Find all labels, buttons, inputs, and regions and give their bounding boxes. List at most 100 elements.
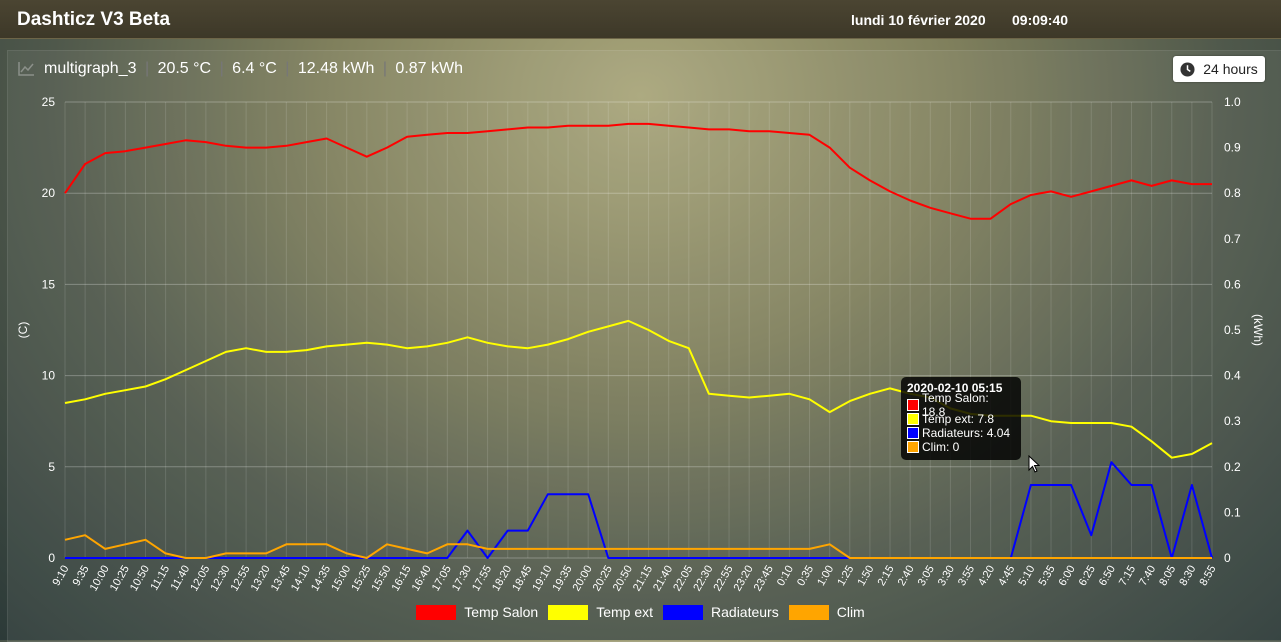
x-tick-label: 2:40 [896,564,917,589]
x-tick-label: 22:05 [671,564,695,594]
x-tick-label: 15:00 [329,564,353,594]
x-tick-label: 17:55 [470,564,494,594]
y-left-axis-label: (C) [16,322,30,339]
y-right-tick-label: 0.8 [1224,186,1241,200]
x-tick-label: 17:30 [450,564,474,594]
x-tick-label: 10:00 [88,564,112,594]
legend-item[interactable]: Temp ext [548,604,653,620]
chart-tooltip: 2020-02-10 05:15 Temp Salon: 18.8 Temp e… [901,377,1021,460]
legend-label: Radiateurs [711,604,779,620]
x-tick-label: 5:10 [1016,564,1037,589]
y-right-tick-label: 0 [1224,551,1231,565]
x-tick-label: 2:15 [876,564,897,589]
x-tick-label: 21:15 [631,564,655,594]
legend-item[interactable]: Radiateurs [663,604,779,620]
current-time: 09:09:40 [1012,12,1069,28]
y-right-tick-label: 0.7 [1224,232,1241,246]
x-tick-label: 16:40 [410,564,434,594]
x-tick-label: 18:45 [510,564,534,594]
current-date: lundi 10 février 2020 [851,12,986,28]
y-left-tick-label: 15 [42,277,56,291]
period-label: 24 hours [1203,61,1258,77]
x-tick-label: 9:10 [50,564,71,589]
x-tick-label: 1:25 [835,564,856,589]
y-right-tick-label: 0.2 [1224,460,1241,474]
y-left-tick-label: 0 [48,551,55,565]
value-temp-salon: 20.5 °C [157,60,212,77]
x-tick-label: 4:45 [996,564,1017,589]
x-tick-label: 21:40 [651,564,675,594]
series-line-radiateurs [65,461,1213,559]
x-tick-label: 3:05 [916,564,937,589]
x-tick-label: 19:35 [551,564,575,594]
mouse-cursor-icon [1028,455,1040,473]
x-tick-label: 5:35 [1037,564,1058,589]
chart-line-icon [18,62,34,76]
y-right-tick-label: 0.3 [1224,414,1241,428]
tooltip-title: 2020-02-10 05:15 [907,381,1003,395]
x-tick-label: 14:10 [289,564,313,594]
legend-item[interactable]: Temp Salon [416,604,538,620]
x-tick-label: 18:20 [490,564,514,594]
x-tick-label: 3:55 [956,564,977,589]
x-tick-label: 8:30 [1177,564,1198,589]
x-tick-label: 11:15 [148,564,172,593]
graph-header: multigraph_3 | 20.5 °C | 6.4 °C | 12.48 … [44,60,464,77]
x-tick-label: 15:25 [349,564,373,594]
x-tick-label: 15:50 [369,564,393,594]
top-bar: Dashticz V3 Beta lundi 10 février 2020 0… [0,0,1281,39]
x-tick-label: 13:20 [249,564,273,594]
x-tick-label: 1:50 [855,564,876,589]
x-tick-label: 22:55 [711,564,735,594]
tooltip-row: Radiateurs: 4.04 [907,426,1015,440]
value-temp-ext: 6.4 °C [232,60,277,77]
x-tick-label: 8:05 [1157,564,1178,589]
x-tick-label: 22:30 [691,564,715,594]
y-left-tick-label: 25 [42,95,56,109]
value-clim: 0.87 kWh [395,60,464,77]
x-tick-label: 6:50 [1097,564,1118,589]
legend-swatch [416,604,457,620]
legend-label: Clim [836,604,865,620]
period-button[interactable]: 24 hours [1173,56,1265,82]
x-tick-label: 10:50 [128,564,152,594]
legend-swatch [663,604,704,620]
chart-legend: Temp Salon Temp ext Radiateurs Clim [0,604,1281,620]
x-tick-label: 10:25 [108,564,132,594]
y-right-tick-label: 0.5 [1224,323,1241,337]
y-right-tick-label: 0.6 [1224,277,1241,291]
x-tick-label: 20:00 [571,564,595,594]
legend-swatch [788,604,829,620]
x-tick-label: 4:20 [976,564,997,589]
value-radiateurs: 12.48 kWh [297,60,375,77]
x-tick-label: 14:35 [309,564,333,594]
x-tick-label: 13:45 [269,564,293,594]
series-line-temp-salon [64,122,1212,220]
y-right-tick-label: 0.1 [1224,505,1241,519]
x-tick-label: 12:05 [188,564,212,594]
y-right-tick-label: 0.4 [1224,369,1241,383]
x-tick-label: 7:40 [1137,564,1158,589]
y-left-tick-label: 10 [42,369,56,383]
x-tick-label: 23:20 [732,564,756,594]
x-tick-label: 20:25 [591,564,615,594]
y-right-tick-label: 1.0 [1224,95,1241,109]
tooltip-row: Temp ext: 7.8 [907,412,1015,426]
x-tick-label: 8:55 [1197,564,1218,589]
y-right-tick-label: 0.9 [1224,141,1241,155]
tooltip-row: Clim: 0 [907,440,1015,454]
series-line-temp-ext [64,319,1213,459]
x-tick-label: 12:55 [229,564,253,594]
y-right-axis-label: (kWh) [1251,314,1265,346]
legend-item[interactable]: Clim [788,604,865,620]
y-left-tick-label: 20 [42,186,56,200]
graph-panel [7,50,1281,642]
x-tick-label: 23:45 [752,564,776,594]
x-tick-label: 12:30 [208,564,232,594]
x-tick-label: 7:15 [1117,564,1138,589]
app-title: Dashticz V3 Beta [17,9,171,30]
x-tick-label: 16:15 [390,564,414,594]
y-left-tick-label: 5 [48,460,55,474]
x-tick-label: 6:00 [1057,564,1078,589]
